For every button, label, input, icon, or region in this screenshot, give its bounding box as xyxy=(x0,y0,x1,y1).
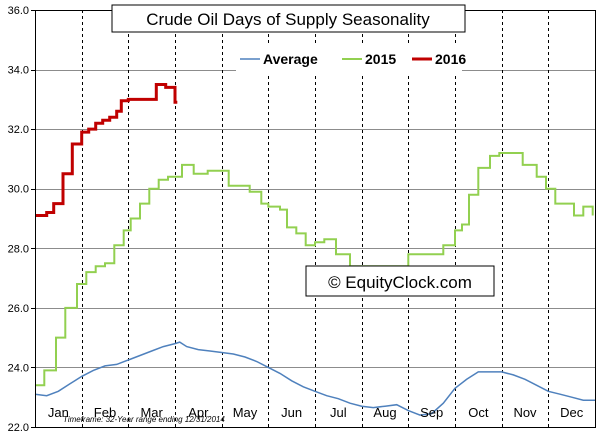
watermark: © EquityClock.com xyxy=(328,273,472,292)
y-tick-label: 24.0 xyxy=(8,362,29,374)
legend-label-2015: 2015 xyxy=(365,51,396,67)
month-label: Apr xyxy=(188,405,209,420)
y-tick-label: 32.0 xyxy=(8,124,29,136)
month-label: Mar xyxy=(140,405,163,420)
axis-layer: 22.0 24.0 26.0 28.0 30.0 32.0 34.0 36.0 Jan Feb Ma… xyxy=(8,5,584,434)
month-label: Oct xyxy=(468,405,489,420)
series-layer xyxy=(34,83,595,416)
month-label: Aug xyxy=(373,405,396,420)
y-tick-label: 26.0 xyxy=(8,303,29,315)
month-label: Jul xyxy=(330,405,347,420)
month-label: Jun xyxy=(281,405,302,420)
month-label: May xyxy=(233,405,258,420)
y-tick-label: 28.0 xyxy=(8,243,29,255)
watermark-box: © EquityClock.com xyxy=(305,265,495,297)
series-line-2016 xyxy=(35,83,178,217)
month-label: Jan xyxy=(48,405,69,420)
y-tick-label: 22.0 xyxy=(8,422,29,434)
month-label: Feb xyxy=(94,405,116,420)
legend-label-average: Average xyxy=(263,51,318,67)
chart-title: Crude Oil Days of Supply Seasonality xyxy=(146,10,430,29)
series-line-2015 xyxy=(35,152,594,387)
month-label: Dec xyxy=(560,405,584,420)
series-line-average xyxy=(34,341,595,416)
y-tick-label: 34.0 xyxy=(8,65,29,77)
month-label: Sep xyxy=(420,405,443,420)
month-label: Nov xyxy=(513,405,537,420)
y-tick-label: 36.0 xyxy=(8,5,29,17)
footnote: Timeframe: 32-Year range ending 12/31/20… xyxy=(63,415,225,424)
legend-label-2016: 2016 xyxy=(435,51,466,67)
chart-title-box: Crude Oil Days of Supply Seasonality xyxy=(111,4,466,33)
legend: Average 2015 2016 xyxy=(236,44,466,74)
y-tick-label: 30.0 xyxy=(8,184,29,196)
